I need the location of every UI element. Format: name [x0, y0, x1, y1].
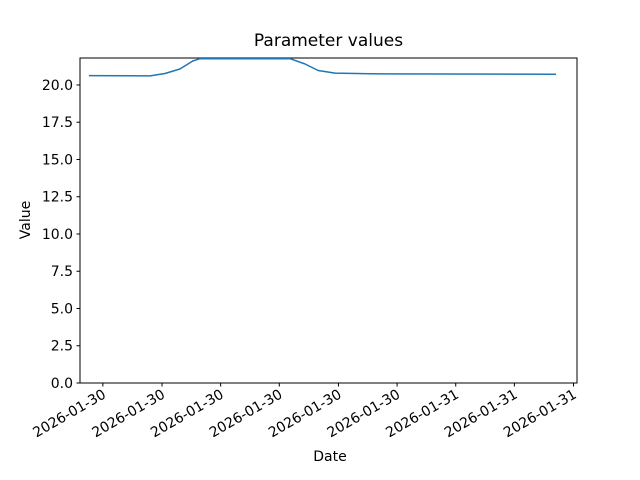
y-tick-label: 7.5: [51, 264, 73, 280]
parameter-values-line: [88, 57, 557, 77]
chart-title: Parameter values: [254, 31, 403, 51]
y-tick-label: 12.5: [42, 190, 73, 206]
data-line-group: [88, 57, 557, 77]
x-axis-label: Date: [313, 449, 346, 465]
axes-spines: [79, 57, 578, 384]
y-tick-label: 10.0: [42, 227, 73, 243]
y-tick-label: 0.0: [51, 376, 73, 392]
y-tick-label: 2.5: [51, 339, 73, 355]
y-axis-label: Value: [18, 201, 34, 239]
y-tick-label: 17.5: [42, 115, 73, 131]
y-tick-group: 0.0 2.5 5.0 7.5 10.0 12.5 15.0 17.5 20.0: [42, 78, 80, 392]
y-tick-label: 20.0: [42, 78, 73, 94]
x-tick-group: 2026-01-302026-01-302026-01-302026-01-30…: [30, 383, 580, 441]
y-tick-label: 5.0: [51, 301, 73, 317]
y-tick-label: 15.0: [42, 152, 73, 168]
